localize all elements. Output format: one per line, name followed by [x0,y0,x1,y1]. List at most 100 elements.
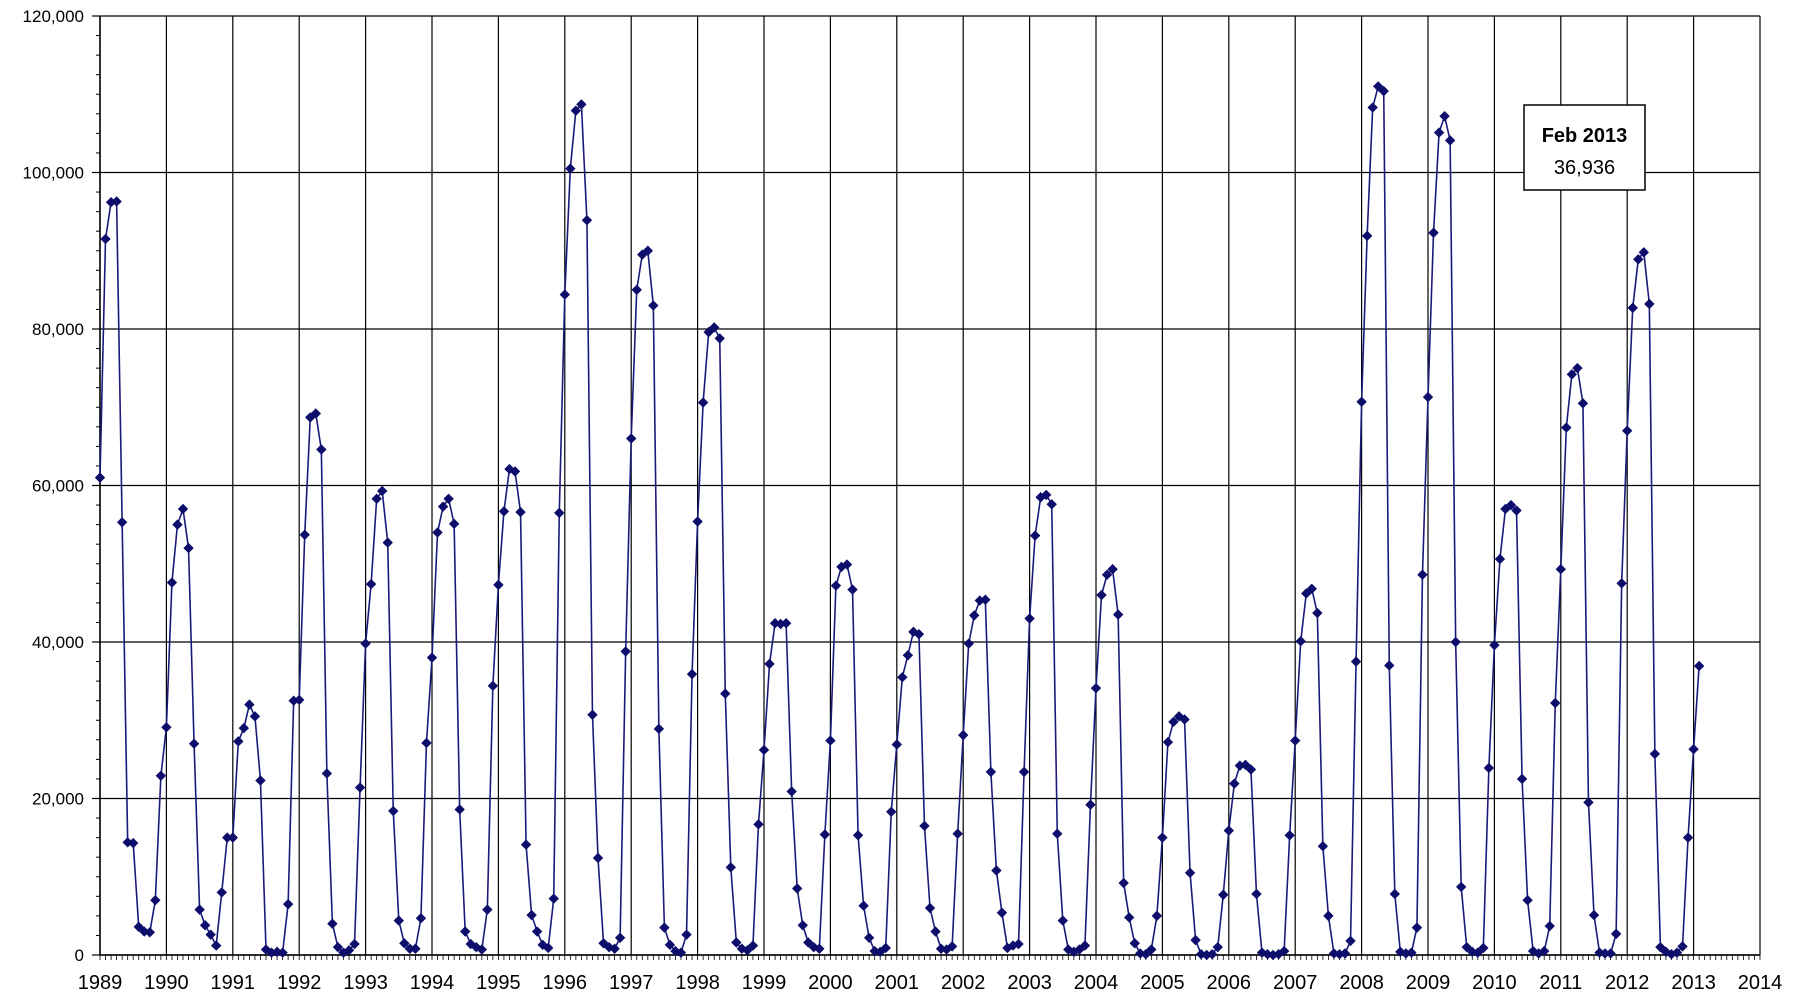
data-point [177,503,189,515]
data-point [653,723,665,735]
data-point [1505,499,1517,511]
data-point [1041,489,1052,501]
data-point [133,921,144,933]
data-point [642,245,653,256]
data-point [161,722,172,733]
data-point [1627,302,1638,314]
data-point [847,584,858,595]
data-point [509,466,521,477]
x-tick-label: 1993 [343,972,388,994]
data-point [880,942,891,954]
data-point [1079,940,1091,951]
data-point [803,937,814,948]
data-point [1433,127,1445,138]
data-point [991,865,1002,876]
data-point [1555,564,1566,575]
data-point [183,542,194,554]
x-tick-label: 1997 [609,972,654,994]
data-point [520,839,532,850]
data-point [244,699,255,710]
y-tick-label: 40,000 [32,633,84,652]
data-point [985,766,997,778]
data-point [902,650,914,661]
data-point [725,862,736,873]
y-axis-tick-labels: 0 20,000 40,000 60,000 80,000 100,000 120,000 [23,7,84,965]
data-point [487,680,499,692]
data-point [1074,944,1085,955]
data-point [460,926,471,937]
data-point [963,638,974,649]
data-point [316,444,327,455]
data-point [471,941,482,953]
data-point [94,472,106,483]
data-point [111,196,122,207]
data-point [1478,942,1489,954]
data-point [1356,396,1367,407]
data-point [349,938,360,950]
data-point [1135,948,1146,959]
data-point [1428,227,1439,238]
data-point [332,941,344,953]
data-point [1511,505,1522,516]
data-point [626,433,637,444]
data-point [1345,935,1356,947]
data-point [775,618,786,630]
data-point [404,943,416,954]
data-point [166,577,178,588]
data-point [1328,948,1340,959]
data-point [233,736,244,747]
data-point [415,913,427,924]
x-tick-label: 2003 [1007,972,1052,994]
annotation-box [1523,104,1646,191]
data-point [1140,949,1151,960]
x-tick-label: 1991 [211,972,256,994]
x-tick-label: 2006 [1207,972,1252,994]
data-point [720,688,731,699]
x-tick-label: 1996 [543,972,588,994]
data-point [1633,254,1644,265]
data-point [1417,569,1428,580]
data-point [310,408,321,419]
x-tick-label: 2011 [1539,972,1582,994]
data-point [399,938,410,949]
data-point [1450,636,1461,648]
data-point-markers [94,81,1705,961]
x-tick-label: 2008 [1339,972,1384,994]
data-point [1566,369,1578,380]
data-point [421,737,432,749]
data-point [139,926,150,937]
data-point [116,517,128,528]
data-point [1361,230,1373,242]
x-tick-label: 1995 [476,972,521,994]
x-tick-label: 2005 [1140,972,1185,994]
data-point [432,527,443,538]
y-tick-label: 60,000 [32,477,84,496]
data-point [825,735,836,746]
data-point [891,739,902,750]
data-point [681,929,692,940]
data-point [919,820,930,832]
data-point [559,289,570,300]
data-point [454,804,465,815]
data-point [1290,735,1301,746]
data-point [1013,938,1024,950]
data-point [797,920,808,931]
data-point [1018,766,1030,778]
data-point [1317,841,1329,852]
data-point [1046,499,1057,510]
data-point [155,770,167,782]
series-line [99,84,1700,956]
data-point [1550,697,1561,709]
annotation-value: 36,936 [1554,157,1615,179]
data-point [714,333,725,344]
data-point [620,646,631,657]
annotation-callout: Feb 2013 36,936 [1523,104,1646,191]
data-point [321,768,333,779]
data-point [609,943,620,954]
data-point [1107,564,1118,575]
x-tick-label: 2009 [1406,972,1451,994]
data-point [1588,909,1600,921]
data-point [476,944,487,955]
x-tick-label: 2004 [1074,972,1119,994]
data-point [382,537,393,548]
